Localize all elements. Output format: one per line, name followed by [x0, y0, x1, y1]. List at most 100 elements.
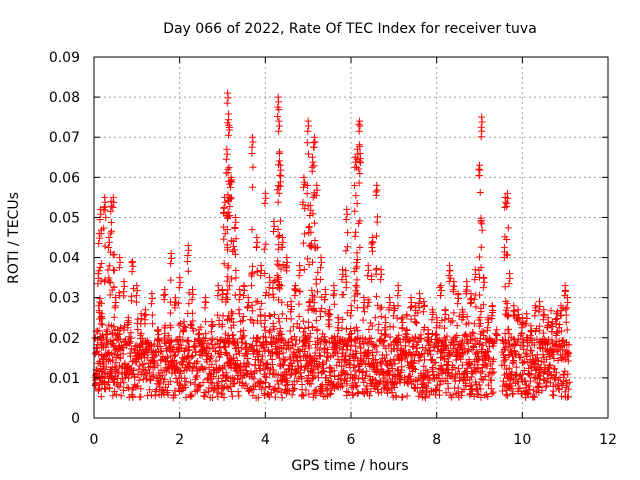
- data-point: [353, 382, 361, 390]
- data-point: [95, 240, 103, 248]
- data-point: [502, 339, 510, 347]
- data-point: [299, 328, 307, 336]
- data-point: [133, 286, 141, 294]
- data-point: [141, 366, 149, 374]
- data-point: [248, 272, 256, 280]
- data-point: [509, 376, 517, 384]
- data-point: [249, 319, 257, 327]
- data-point: [97, 210, 105, 218]
- data-point: [184, 267, 192, 275]
- data-point: [407, 304, 415, 312]
- data-point: [318, 368, 326, 376]
- data-point: [564, 357, 572, 365]
- data-point: [470, 392, 478, 400]
- data-point: [188, 391, 196, 399]
- data-point: [275, 122, 283, 130]
- data-point: [288, 391, 296, 399]
- data-point: [490, 355, 498, 363]
- data-point: [419, 344, 427, 352]
- data-point: [460, 385, 468, 393]
- data-point: [322, 290, 330, 298]
- data-point: [502, 198, 510, 206]
- data-point: [467, 361, 475, 369]
- data-point: [347, 325, 355, 333]
- data-point: [342, 272, 350, 280]
- data-point: [250, 350, 258, 358]
- data-point: [312, 280, 320, 288]
- data-point: [360, 308, 368, 316]
- data-point: [225, 124, 233, 132]
- data-point: [97, 259, 105, 267]
- data-point: [453, 332, 461, 340]
- data-point: [476, 166, 484, 174]
- data-point: [110, 250, 118, 258]
- data-point: [502, 391, 510, 399]
- data-point: [386, 298, 394, 306]
- axis-ticks: 0 0.01 0.02 0.03 0.04 0.05 0.06 0.07 0.08 0.09 0 2 4…: [49, 50, 617, 448]
- data-point: [232, 235, 240, 243]
- data-point: [261, 326, 269, 334]
- data-point: [359, 357, 367, 365]
- data-point: [149, 320, 157, 328]
- data-point: [361, 335, 369, 343]
- data-point: [305, 122, 313, 130]
- data-point: [194, 357, 202, 365]
- data-point: [492, 330, 500, 338]
- data-point: [350, 268, 358, 276]
- data-point: [278, 310, 286, 318]
- data-point: [277, 172, 285, 180]
- data-point: [124, 320, 132, 328]
- data-point: [126, 339, 134, 347]
- data-point: [109, 340, 117, 348]
- data-point: [356, 339, 364, 347]
- data-point: [242, 380, 250, 388]
- data-point: [342, 247, 350, 255]
- data-point: [183, 366, 191, 374]
- data-point: [207, 336, 215, 344]
- data-point: [207, 352, 215, 360]
- data-point: [292, 285, 300, 293]
- data-point: [459, 308, 467, 316]
- data-point: [465, 360, 473, 368]
- data-point: [551, 375, 559, 383]
- data-point: [476, 341, 484, 349]
- data-point: [204, 339, 212, 347]
- data-point: [317, 258, 325, 266]
- data-point: [130, 366, 138, 374]
- data-point: [101, 242, 109, 250]
- data-point: [488, 390, 496, 398]
- data-point: [102, 330, 110, 338]
- data-point: [208, 321, 216, 329]
- data-point: [103, 327, 111, 335]
- data-point: [308, 167, 316, 175]
- data-point: [185, 300, 193, 308]
- data-point: [546, 379, 554, 387]
- data-point: [256, 366, 264, 374]
- data-point: [123, 383, 131, 391]
- data-point: [175, 299, 183, 307]
- data-point: [138, 360, 146, 368]
- data-point: [369, 351, 377, 359]
- data-point: [115, 353, 123, 361]
- data-point: [295, 323, 303, 331]
- data-point: [265, 393, 273, 401]
- data-point: [355, 179, 363, 187]
- data-point: [428, 330, 436, 338]
- data-point: [436, 381, 444, 389]
- data-point: [421, 301, 429, 309]
- data-point: [260, 323, 268, 331]
- data-point: [280, 357, 288, 365]
- data-point: [327, 389, 335, 397]
- data-point: [532, 367, 540, 375]
- data-point: [195, 381, 203, 389]
- data-point: [185, 346, 193, 354]
- data-point: [224, 169, 232, 177]
- data-point: [472, 270, 480, 278]
- data-point: [532, 304, 540, 312]
- data-point: [118, 364, 126, 372]
- data-point: [286, 355, 294, 363]
- data-point: [550, 391, 558, 399]
- data-point: [155, 331, 163, 339]
- data-point: [472, 303, 480, 311]
- data-point: [259, 352, 267, 360]
